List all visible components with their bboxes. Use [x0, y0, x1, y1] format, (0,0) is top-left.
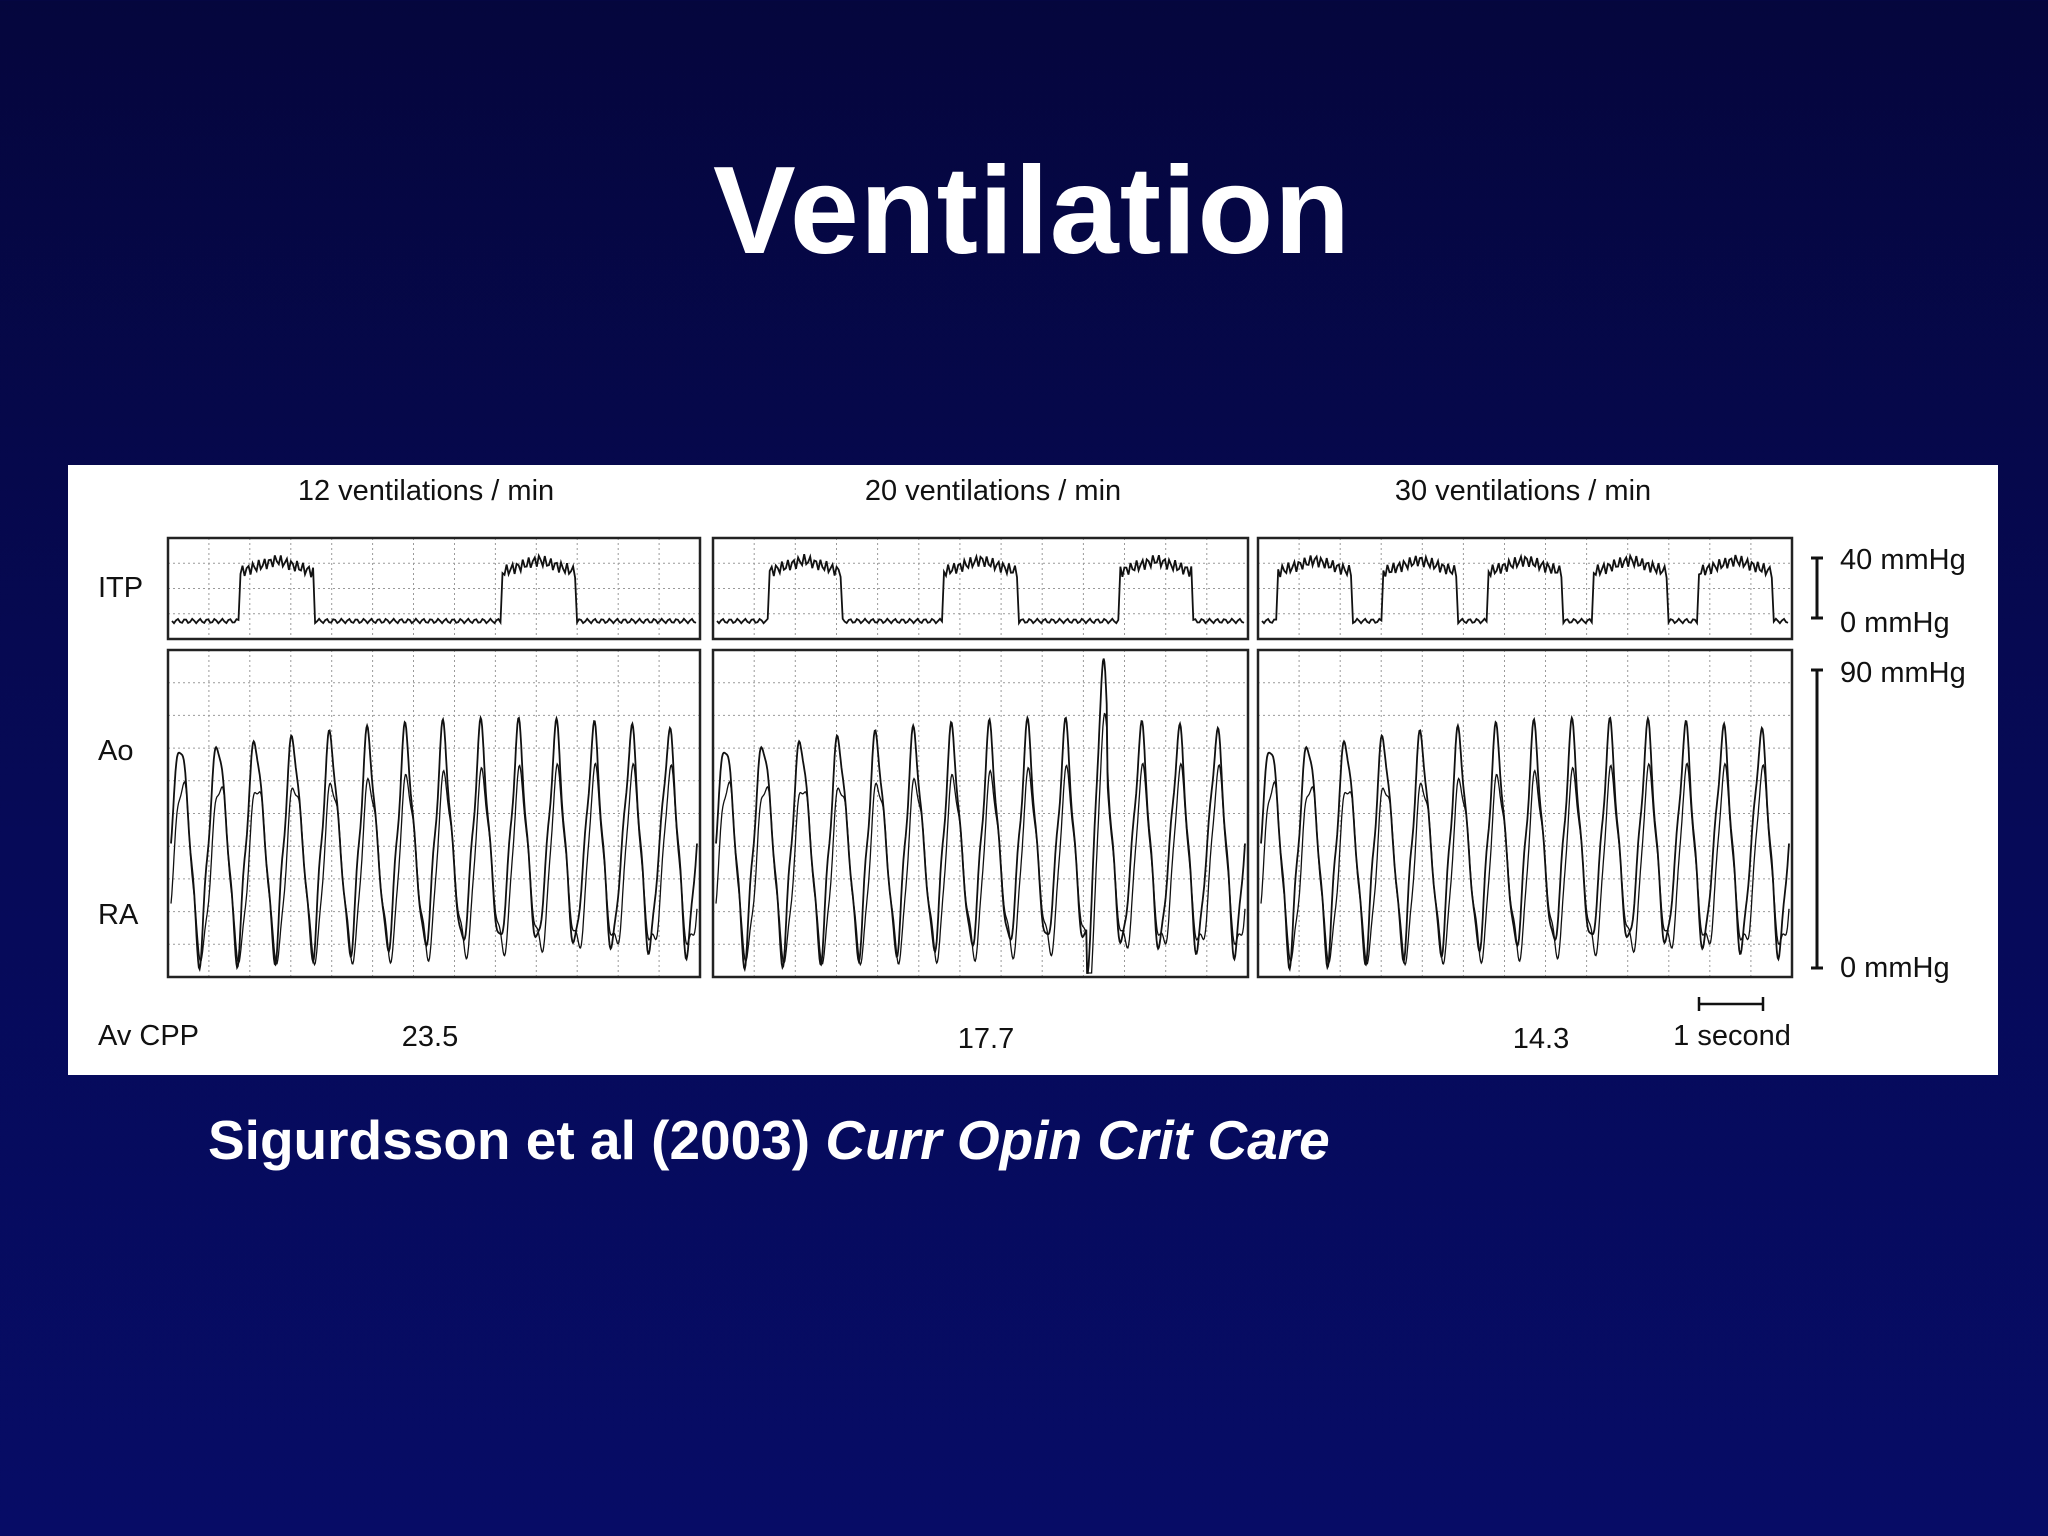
panel-grid-20 [713, 538, 1248, 977]
row-label-ra: RA [98, 899, 139, 931]
ao-trace-30 [1260, 714, 1790, 972]
panel-grid-12 [168, 538, 700, 977]
itp-panel-frame-12 [166, 536, 702, 641]
itp-panel-frame-30 [1256, 536, 1794, 641]
itp-trace-12 [171, 552, 697, 626]
citation-authors: Sigurdsson et al (2003) [208, 1109, 811, 1171]
panel-label-12: 12 ventilations / min [298, 475, 554, 507]
panel-label-20: 20 ventilations / min [865, 475, 1121, 507]
row-label-ao: Ao [98, 735, 133, 767]
itp-panel-frame-20 [711, 536, 1250, 641]
ra-trace-12 [170, 762, 698, 967]
panel-grid-30 [1258, 538, 1792, 977]
pressure-panel-frame-30 [1256, 648, 1794, 979]
av-cpp-value-20: 17.7 [958, 1023, 1014, 1055]
row-label-av-cpp: Av CPP [98, 1020, 199, 1052]
pressure-scale-bottom-label: 0 mmHg [1840, 952, 1950, 984]
pressure-scale-bar [1811, 668, 1823, 970]
itp-trace-20 [716, 553, 1245, 626]
itp-scale-bottom-label: 0 mmHg [1840, 607, 1950, 639]
pressure-tracing-figure: 12 ventilations / min 20 ventilations / … [68, 465, 1998, 1075]
av-cpp-value-12: 23.5 [402, 1021, 458, 1053]
citation-journal: Curr Opin Crit Care [825, 1109, 1330, 1171]
slide-title: Ventilation [713, 142, 1351, 280]
itp-trace-30 [1261, 552, 1789, 626]
panel-label-30: 30 ventilations / min [1395, 475, 1651, 507]
itp-scale-top-label: 40 mmHg [1840, 544, 1966, 576]
av-cpp-value-30: 14.3 [1513, 1023, 1569, 1055]
pressure-panel-frame-20 [711, 648, 1250, 979]
ao-trace-12 [170, 714, 698, 972]
ao-trace-20 [715, 658, 1246, 974]
pressure-scale-top-label: 90 mmHg [1840, 657, 1966, 689]
time-scale-bar [1697, 997, 1765, 1011]
citation: Sigurdsson et al (2003) Curr Opin Crit C… [208, 1108, 1330, 1172]
row-label-itp: ITP [98, 572, 143, 604]
time-scale-label: 1 second [1673, 1020, 1791, 1052]
ra-trace-30 [1260, 762, 1790, 967]
pressure-panel-frame-12 [166, 648, 702, 979]
itp-scale-bar [1811, 556, 1823, 620]
ra-trace-20 [715, 712, 1246, 974]
pressure-tracing-svg: 12 ventilations / min 20 ventilations / … [98, 475, 1966, 1055]
